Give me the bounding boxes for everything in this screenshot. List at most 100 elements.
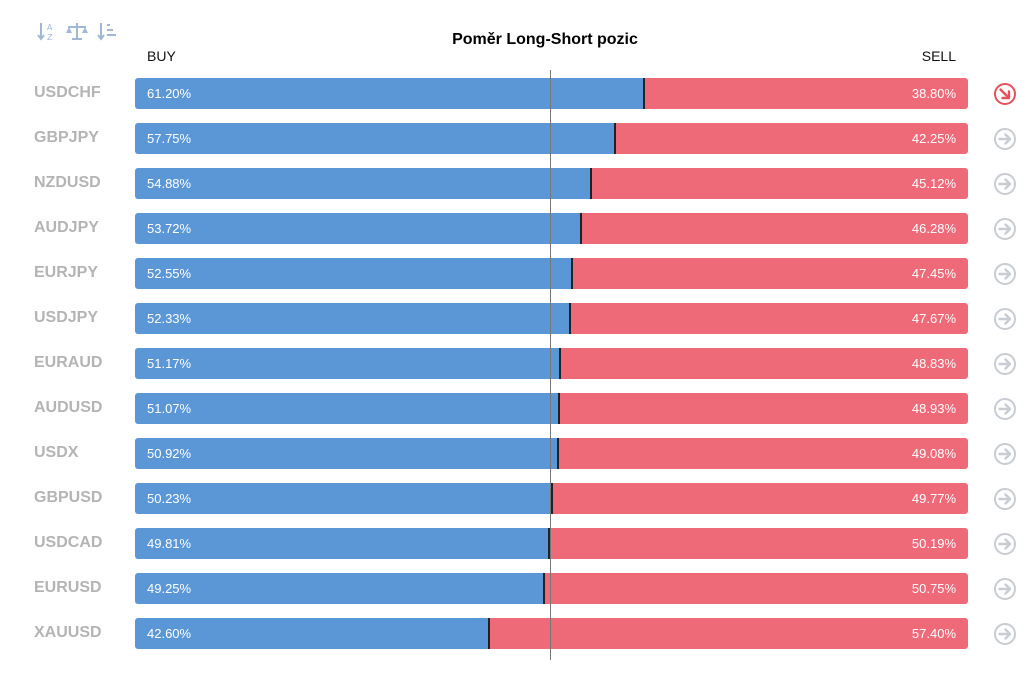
buy-value-label: 57.75% (147, 131, 192, 146)
sell-segment: 47.67% (570, 303, 968, 334)
sell-segment: 50.19% (549, 528, 968, 559)
ratio-bar: 49.81% 50.19% (135, 528, 968, 559)
arrow-down-right-icon[interactable] (993, 82, 1017, 106)
balance-icon[interactable] (65, 20, 89, 42)
buy-segment: 50.92% (135, 438, 560, 469)
arrow-right-icon[interactable] (993, 532, 1017, 556)
sell-segment: 38.80% (644, 78, 968, 109)
sell-segment: 46.28% (582, 213, 968, 244)
pair-label: AUDJPY (34, 219, 99, 236)
buy-segment: 52.33% (135, 303, 571, 334)
pair-label: EURUSD (34, 579, 102, 596)
sort-alphabetical-icon[interactable]: A Z (36, 20, 58, 42)
buy-value-label: 51.17% (147, 356, 192, 371)
ratio-bar: 52.33% 47.67% (135, 303, 968, 334)
pair-label: GBPJPY (34, 129, 99, 146)
table-row: EURUSD 49.25% 50.75% (0, 573, 1035, 604)
table-row: EURAUD 51.17% 48.83% (0, 348, 1035, 379)
buy-value-label: 53.72% (147, 221, 192, 236)
buy-segment: 51.07% (135, 393, 561, 424)
arrow-right-icon[interactable] (993, 127, 1017, 151)
pair-label: USDJPY (34, 309, 99, 326)
buy-segment: 49.81% (135, 528, 550, 559)
buy-value-label: 52.55% (147, 266, 192, 281)
table-row: GBPJPY 57.75% 42.25% (0, 123, 1035, 154)
arrow-right-icon[interactable] (993, 442, 1017, 466)
arrow-right-icon[interactable] (993, 172, 1017, 196)
table-row: USDCHF 61.20% 38.80% (0, 78, 1035, 109)
buy-segment: 57.75% (135, 123, 617, 154)
sell-value-label: 48.83% (911, 356, 956, 371)
arrow-right-icon[interactable] (993, 262, 1017, 286)
arrow-right-icon[interactable] (993, 397, 1017, 421)
buy-value-label: 50.92% (147, 446, 192, 461)
ratio-bar: 53.72% 46.28% (135, 213, 968, 244)
sell-segment: 49.08% (559, 438, 968, 469)
ratio-bar: 54.88% 45.12% (135, 168, 968, 199)
buy-segment: 50.23% (135, 483, 554, 514)
buy-segment: 61.20% (135, 78, 645, 109)
buy-value-label: 50.23% (147, 491, 192, 506)
sell-segment: 57.40% (489, 618, 968, 649)
fifty-percent-line (550, 70, 551, 660)
svg-text:A: A (47, 23, 53, 32)
pair-label: USDCHF (34, 84, 101, 101)
buy-segment: 49.25% (135, 573, 546, 604)
sell-column-label: SELL (921, 48, 956, 64)
buy-segment: 51.17% (135, 348, 562, 379)
pair-label: USDX (34, 444, 79, 461)
table-row: NZDUSD 54.88% 45.12% (0, 168, 1035, 199)
pair-label: GBPUSD (34, 489, 103, 506)
arrow-right-icon[interactable] (993, 622, 1017, 646)
buy-segment: 52.55% (135, 258, 573, 289)
pair-label: EURAUD (34, 354, 103, 371)
ratio-bar: 50.23% 49.77% (135, 483, 968, 514)
buy-value-label: 61.20% (147, 86, 192, 101)
sell-value-label: 47.67% (911, 311, 956, 326)
pair-label: USDCAD (34, 534, 103, 551)
arrow-right-icon[interactable] (993, 352, 1017, 376)
ratio-bar: 51.07% 48.93% (135, 393, 968, 424)
table-row: USDX 50.92% 49.08% (0, 438, 1035, 469)
table-row: GBPUSD 50.23% 49.77% (0, 483, 1035, 514)
ratio-bar: 57.75% 42.25% (135, 123, 968, 154)
sell-value-label: 38.80% (911, 86, 956, 101)
buy-value-label: 49.25% (147, 581, 192, 596)
sell-segment: 48.83% (561, 348, 968, 379)
pair-label: EURJPY (34, 264, 99, 281)
svg-text:Z: Z (47, 33, 53, 42)
buy-column-label: BUY (147, 48, 176, 64)
sell-value-label: 49.08% (911, 446, 956, 461)
ratio-bar: 50.92% 49.08% (135, 438, 968, 469)
sort-descending-icon[interactable] (96, 20, 118, 42)
arrow-right-icon[interactable] (993, 487, 1017, 511)
ratio-bar: 42.60% 57.40% (135, 618, 968, 649)
buy-segment: 54.88% (135, 168, 593, 199)
sell-segment: 45.12% (592, 168, 968, 199)
sell-value-label: 50.19% (911, 536, 956, 551)
sell-segment: 48.93% (560, 393, 968, 424)
pair-label: XAUUSD (34, 624, 102, 641)
buy-segment: 42.60% (135, 618, 490, 649)
ratio-bar: 52.55% 47.45% (135, 258, 968, 289)
table-row: EURJPY 52.55% 47.45% (0, 258, 1035, 289)
buy-segment: 53.72% (135, 213, 583, 244)
sell-segment: 50.75% (545, 573, 968, 604)
ratio-bar: 61.20% 38.80% (135, 78, 968, 109)
sell-value-label: 48.93% (911, 401, 956, 416)
arrow-right-icon[interactable] (993, 577, 1017, 601)
sell-segment: 49.77% (553, 483, 968, 514)
pair-label: NZDUSD (34, 174, 101, 191)
buy-value-label: 51.07% (147, 401, 192, 416)
table-row: USDJPY 52.33% 47.67% (0, 303, 1035, 334)
arrow-right-icon[interactable] (993, 307, 1017, 331)
buy-value-label: 54.88% (147, 176, 192, 191)
table-row: AUDJPY 53.72% 46.28% (0, 213, 1035, 244)
sort-toolbar: A Z (36, 20, 118, 42)
buy-value-label: 42.60% (147, 626, 192, 641)
sell-value-label: 42.25% (911, 131, 956, 146)
sell-segment: 47.45% (572, 258, 968, 289)
ratio-bar: 49.25% 50.75% (135, 573, 968, 604)
arrow-right-icon[interactable] (993, 217, 1017, 241)
